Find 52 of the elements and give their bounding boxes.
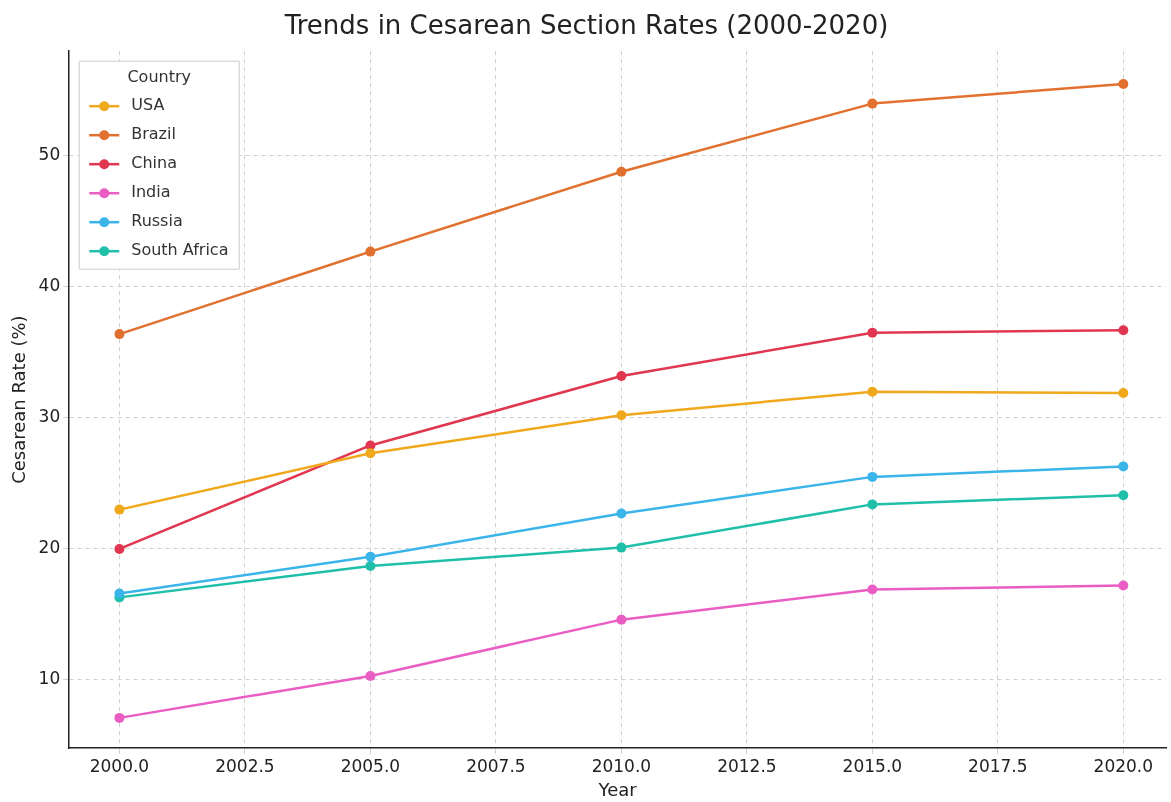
x-tick-label: 2010.0: [591, 755, 652, 776]
x-axis-title: Year: [597, 778, 638, 800]
point: [365, 448, 376, 459]
legend-label: USA: [131, 95, 165, 115]
chart-title: Trends in Cesarean Section Rates (2000-2020): [283, 10, 889, 41]
point: [616, 542, 627, 553]
legend-label: China: [131, 153, 177, 173]
point: [1118, 580, 1129, 591]
point: [616, 371, 627, 382]
point: [867, 471, 878, 482]
point: [1118, 325, 1129, 336]
x-tick-label: 2000.0: [89, 755, 150, 776]
point: [867, 98, 878, 109]
x-tick-label: 2007.5: [466, 755, 526, 776]
legend-label: Brazil: [131, 124, 176, 144]
y-tick-label: 50: [38, 144, 61, 165]
y-axis-title: Cesarean Rate (%): [8, 315, 30, 484]
x-tick-label: 2005.0: [340, 755, 401, 776]
point: [365, 551, 376, 562]
x-tick-label: 2020.0: [1093, 755, 1154, 776]
legend-title: Country: [127, 67, 192, 87]
point: [365, 670, 376, 681]
y-tick-label: 10: [38, 668, 61, 689]
point: [616, 166, 627, 177]
y-tick-label: 40: [38, 275, 61, 296]
point: [114, 588, 125, 599]
point: [1118, 461, 1129, 472]
y-tick-label: 30: [38, 406, 61, 427]
point: [114, 329, 125, 340]
point: [867, 499, 878, 510]
point: [1118, 78, 1129, 89]
point: [114, 712, 125, 723]
point: [365, 246, 376, 257]
x-tick-label: 2012.5: [717, 755, 777, 776]
point: [616, 410, 627, 421]
point: [867, 386, 878, 397]
legend-label: South Africa: [131, 240, 229, 260]
point: [867, 584, 878, 595]
point: [1118, 388, 1129, 399]
point: [616, 508, 627, 519]
point: [365, 560, 376, 571]
point: [1118, 490, 1129, 501]
point: [114, 543, 125, 554]
legend-label: India: [131, 182, 171, 202]
y-tick-label: 20: [38, 537, 61, 558]
point: [867, 327, 878, 338]
x-tick-label: 2015.0: [842, 755, 903, 776]
x-tick-label: 2017.5: [968, 755, 1028, 776]
point: [114, 504, 125, 515]
x-tick-label: 2002.5: [215, 755, 275, 776]
legend-label: Russia: [131, 211, 183, 231]
point: [616, 614, 627, 625]
